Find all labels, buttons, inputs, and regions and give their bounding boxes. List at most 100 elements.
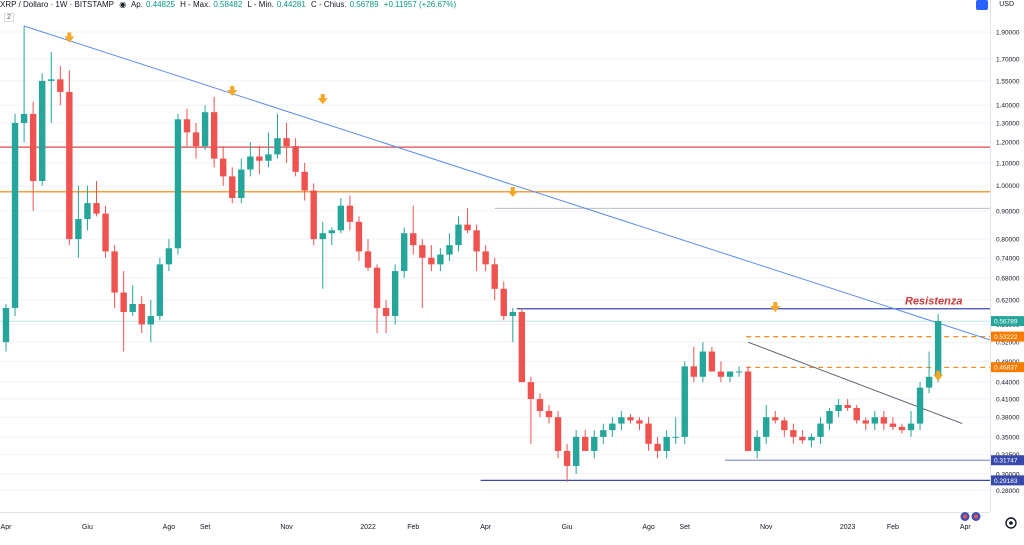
arrow-down-icon [507, 187, 518, 198]
price-axis-svg: 1.90000 1.70000 1.55000 1.40000 1.30000 1.200… [991, 30, 1024, 495]
time-tick-label: Apr [960, 524, 972, 531]
candle-body [428, 257, 435, 265]
settings-button[interactable] [976, 0, 988, 10]
candle-body [663, 436, 670, 451]
price-tick-label: 1.30000 [996, 120, 1020, 127]
candle-body [39, 80, 46, 181]
candle-body [817, 423, 824, 437]
price-tick-label: 1.40000 [996, 103, 1020, 110]
candlestick-chart[interactable]: Resistenza [0, 0, 991, 512]
price-badge-label: 0.31747 [994, 458, 1018, 465]
candle-body [238, 169, 245, 199]
time-tick-label: 2023 [840, 524, 856, 531]
candle-body [536, 399, 544, 411]
candle-body [808, 436, 815, 441]
flags-icon[interactable] [960, 511, 982, 522]
arrow-down-icon [317, 94, 328, 105]
price-badge [991, 316, 1024, 327]
candle-body [907, 423, 915, 431]
candle-body [2, 307, 10, 343]
currency-label[interactable]: USD [999, 1, 1014, 8]
price-tick-label: 0.52000 [996, 340, 1020, 347]
collapse-badge[interactable]: 2 [4, 13, 14, 22]
candle-body [337, 205, 345, 231]
change-value: +0.11957 (+26.67%) [383, 0, 457, 9]
candle-body [473, 230, 480, 252]
price-badge [991, 362, 1024, 373]
candle-body [835, 404, 842, 411]
time-tick-label: Nov [760, 524, 773, 531]
time-tick-label: Set [679, 524, 690, 531]
price-badge-label: 0.46837 [994, 365, 1018, 372]
time-tick-label: Feb [407, 524, 419, 531]
candle-body [265, 154, 272, 161]
price-tick-label: 0.62000 [996, 298, 1020, 305]
price-tick-label: 1.00000 [996, 183, 1020, 190]
open-label: Ap. [130, 0, 143, 9]
price-tick-label: 0.35000 [996, 434, 1020, 441]
candle-body [391, 271, 399, 317]
candle-body [699, 351, 707, 377]
descending-trendline [23, 25, 991, 341]
chart-area[interactable]: Resistenza [0, 0, 991, 512]
price-badge-label: 0.29183 [994, 478, 1018, 485]
candle-body [401, 233, 408, 272]
time-tick-label: Nov [280, 524, 293, 531]
low-value: 0.44281 [276, 0, 306, 9]
price-tick-label: 0.80000 [996, 237, 1020, 244]
price-badge [991, 331, 1024, 342]
time-tick-label: Ago [163, 524, 176, 531]
high-label: H - Max. [180, 0, 211, 9]
candle-body [934, 321, 942, 377]
candle-body [591, 436, 598, 451]
candle-body [545, 410, 553, 418]
candle-body [518, 311, 526, 383]
candle-body [491, 264, 498, 289]
time-tick-label: Set [200, 524, 211, 531]
candle-body [75, 219, 82, 240]
candle-body [93, 203, 100, 214]
candle-body [844, 404, 851, 408]
candle-body [681, 366, 688, 437]
candle-body [29, 113, 37, 181]
resistance-label: Resistenza [905, 296, 962, 308]
candle-body [627, 417, 634, 421]
candle-body [419, 245, 426, 258]
candle-body [66, 91, 73, 240]
symbol-title: XRP / Dollaro · 1W · BITSTAMP [0, 0, 114, 9]
time-tick-label: Giu [82, 524, 93, 531]
candle-body [174, 119, 182, 249]
candle-body [138, 303, 145, 325]
candle-body [763, 417, 770, 437]
price-badge-label: 0.53222 [994, 334, 1018, 341]
open-value: 0.44825 [145, 0, 175, 9]
price-tick-label: 1.20000 [996, 140, 1020, 147]
time-axis[interactable]: Apr Giu Ago Set Nov 2022 Feb Apr Giu Ago Set Nov 202… [0, 512, 990, 540]
price-badge-label: 0.56789 [994, 319, 1018, 326]
time-axis-svg: Apr Giu Ago Set Nov 2022 Feb Apr Giu Ago Set Nov 202… [1, 524, 972, 531]
eye-icon[interactable]: ◉ [119, 0, 127, 9]
price-tick-label: 0.68000 [996, 275, 1020, 282]
candle-body [247, 156, 254, 170]
candle-body [382, 307, 390, 317]
candle-body [772, 417, 779, 421]
candle-body [600, 430, 607, 437]
candle-body [636, 420, 643, 424]
candle-body [735, 371, 743, 373]
candle-body [527, 382, 535, 400]
candle-body [853, 407, 860, 421]
gear-icon[interactable] [1003, 515, 1019, 531]
candle-body [48, 79, 55, 81]
price-axis[interactable]: 1.90000 1.70000 1.55000 1.40000 1.30000 1.200… [990, 0, 1024, 512]
candle-body [156, 264, 164, 317]
price-tick-label: 1.70000 [996, 56, 1020, 63]
candle-body [229, 176, 236, 199]
candle-body [446, 245, 453, 255]
candle-body [898, 426, 906, 431]
candle-body [274, 138, 281, 155]
time-tick-label: Apr [1, 524, 13, 531]
candle-body [165, 248, 173, 265]
price-badge [991, 455, 1024, 466]
high-value: 0.58482 [213, 0, 243, 9]
candle-body [464, 224, 471, 231]
